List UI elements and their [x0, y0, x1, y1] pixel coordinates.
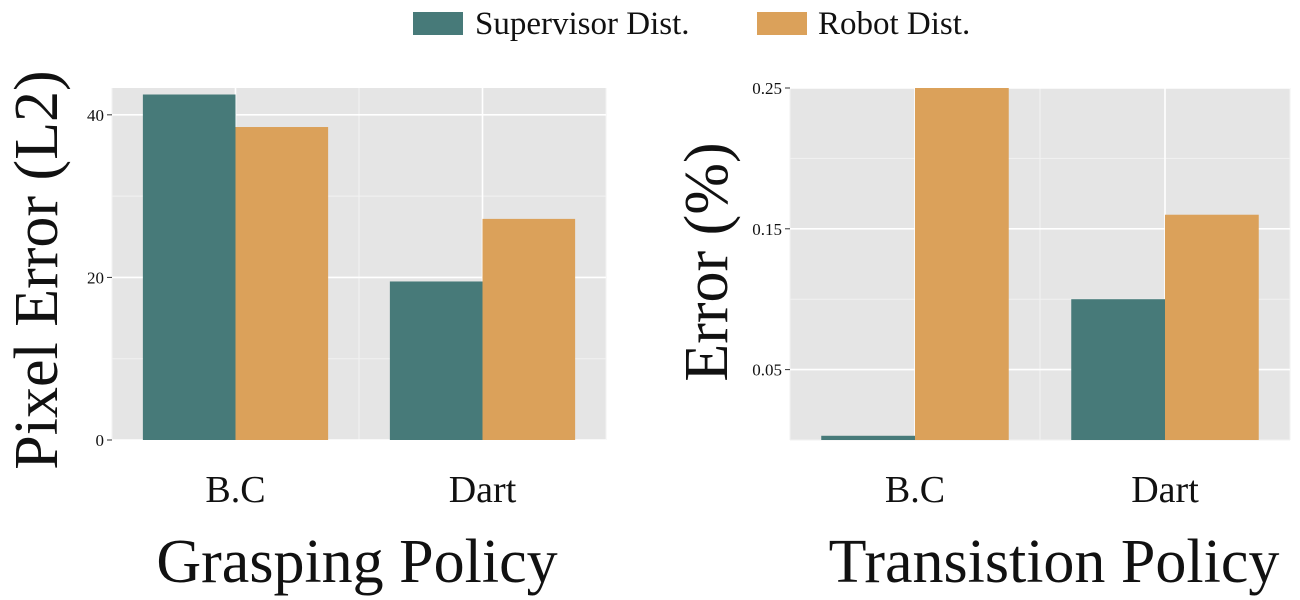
- x-axis-title-transition: Transistion Policy: [829, 528, 1280, 596]
- grasping-policy-chart: 0 20 40 B.C Dart: [87, 88, 607, 511]
- bar-robot-bc: [915, 88, 1009, 440]
- x-axis-title-grasping: Grasping Policy: [156, 528, 557, 596]
- x-category-label: Dart: [1131, 469, 1199, 511]
- bar-robot-dart: [482, 218, 576, 440]
- y-tick-label: 40: [87, 106, 104, 125]
- x-category-label: B.C: [885, 469, 945, 511]
- y-tick-label: 20: [87, 268, 104, 287]
- y-tick-label: 0.25: [752, 79, 782, 98]
- y-tick-label: 0.05: [752, 361, 782, 380]
- y-tick-label: 0.15: [752, 220, 782, 239]
- bar-robot-bc: [235, 127, 329, 440]
- y-axis-title-transition: Error (%): [673, 142, 741, 381]
- y-tick-label: 0: [96, 431, 105, 450]
- legend-swatch-supervisor: [413, 12, 463, 35]
- y-axis-title-grasping: Pixel Error (L2): [3, 70, 71, 469]
- legend-swatch-robot: [757, 12, 807, 35]
- legend-label-robot: Robot Dist.: [818, 6, 970, 42]
- bar-robot-dart: [1165, 214, 1259, 440]
- x-category-label: B.C: [205, 469, 265, 511]
- x-category-label: Dart: [449, 469, 517, 511]
- bar-supervisor-dart: [389, 281, 483, 440]
- bar-supervisor-bc: [142, 94, 236, 440]
- transition-policy-chart: 0.05 0.15 0.25 B.C Dart: [752, 79, 1291, 511]
- bar-supervisor-bc: [821, 435, 915, 440]
- legend-label-supervisor: Supervisor Dist.: [475, 6, 690, 42]
- legend: Supervisor Dist. Robot Dist.: [413, 6, 970, 42]
- bar-supervisor-dart: [1071, 299, 1165, 440]
